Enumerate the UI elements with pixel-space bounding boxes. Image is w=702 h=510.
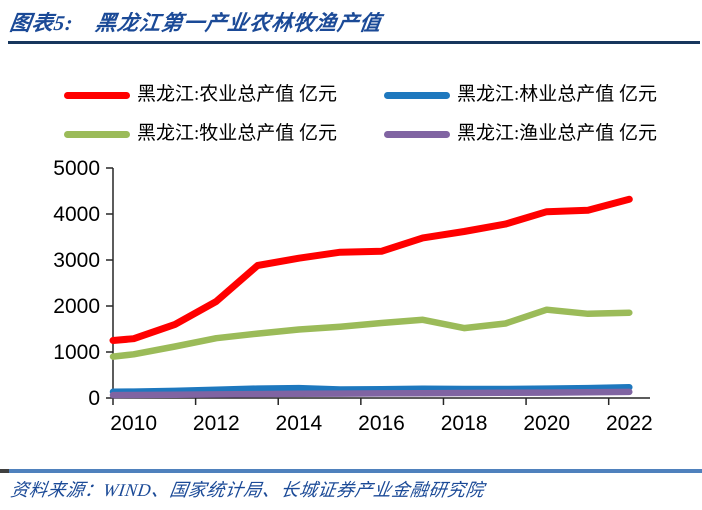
legend-swatch-fishery-icon [384,130,450,138]
legend-item-forestry: 黑龙江:林业总产值 亿元 [384,84,657,106]
legend-swatch-forestry-icon [384,91,450,99]
chart-header: 图表5: 黑龙江第一产业农林牧渔产值 [8,7,702,37]
line-chart: 0 1000 2000 3000 4000 5000 2010 2012 2014 2016 201… [53,157,653,435]
legend-item-fishery: 黑龙江:渔业总产值 亿元 [384,123,657,145]
legend-swatch-agriculture-icon [64,91,130,99]
x-tick-label: 2010 [110,412,157,435]
y-tick-label: 5000 [53,157,100,180]
footer-rule-line [9,469,702,473]
y-tick-label: 3000 [53,249,100,272]
series-line-forestry [109,383,633,396]
source-note: 资料来源：WIND、国家统计局、长城证券产业金融研究院 [9,480,486,500]
x-tick-label: 2020 [523,412,570,435]
y-tick-label: 0 [88,387,100,410]
legend-label-forestry: 黑龙江:林业总产值 亿元 [457,84,658,105]
x-tick-label: 2018 [441,412,488,435]
series-line-agriculture [109,195,633,344]
legend-item-husbandry: 黑龙江:牧业总产值 亿元 [64,123,337,145]
x-tick-label: 2022 [606,412,653,435]
title-underline [8,41,700,44]
legend-label-fishery: 黑龙江:渔业总产值 亿元 [457,123,658,144]
y-tick-label: 1000 [53,341,100,364]
page-title: 图表5: 黑龙江第一产业农林牧渔产值 [8,11,384,35]
x-tick-label: 2014 [276,412,323,435]
series-line-fishery [109,388,633,399]
y-tick-label: 2000 [53,295,100,318]
y-tick-label: 4000 [53,203,100,226]
legend-swatch-husbandry-icon [64,130,130,138]
legend-label-husbandry: 黑龙江:牧业总产值 亿元 [137,123,338,144]
footer-rule [0,469,702,473]
legend-label-agriculture: 黑龙江:农业总产值 亿元 [137,84,338,105]
footer-rule-dark-stub [0,469,9,473]
legend-item-agriculture: 黑龙江:农业总产值 亿元 [64,84,337,106]
x-tick-label: 2012 [193,412,240,435]
x-tick-label: 2016 [358,412,405,435]
series-line-husbandry [109,306,633,360]
